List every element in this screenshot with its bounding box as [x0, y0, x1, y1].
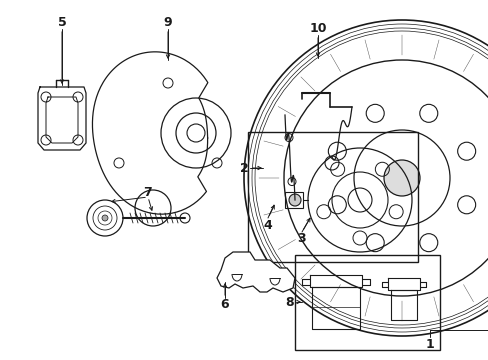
Circle shape [102, 215, 108, 221]
Polygon shape [217, 252, 294, 292]
Text: 1: 1 [425, 338, 433, 351]
Text: 4: 4 [263, 219, 272, 231]
Text: 10: 10 [308, 22, 326, 35]
Text: 2: 2 [239, 162, 248, 175]
Bar [247, 132, 417, 262]
Text: 3: 3 [297, 231, 305, 244]
Text: 8: 8 [285, 296, 294, 309]
Text: 7: 7 [143, 185, 152, 198]
Text: 5: 5 [58, 15, 66, 28]
Text: 6: 6 [220, 298, 229, 311]
Bar [285, 192, 303, 208]
Bar [294, 255, 439, 350]
Circle shape [383, 160, 419, 196]
Circle shape [180, 213, 190, 223]
Circle shape [288, 194, 301, 206]
Text: 9: 9 [163, 15, 172, 28]
